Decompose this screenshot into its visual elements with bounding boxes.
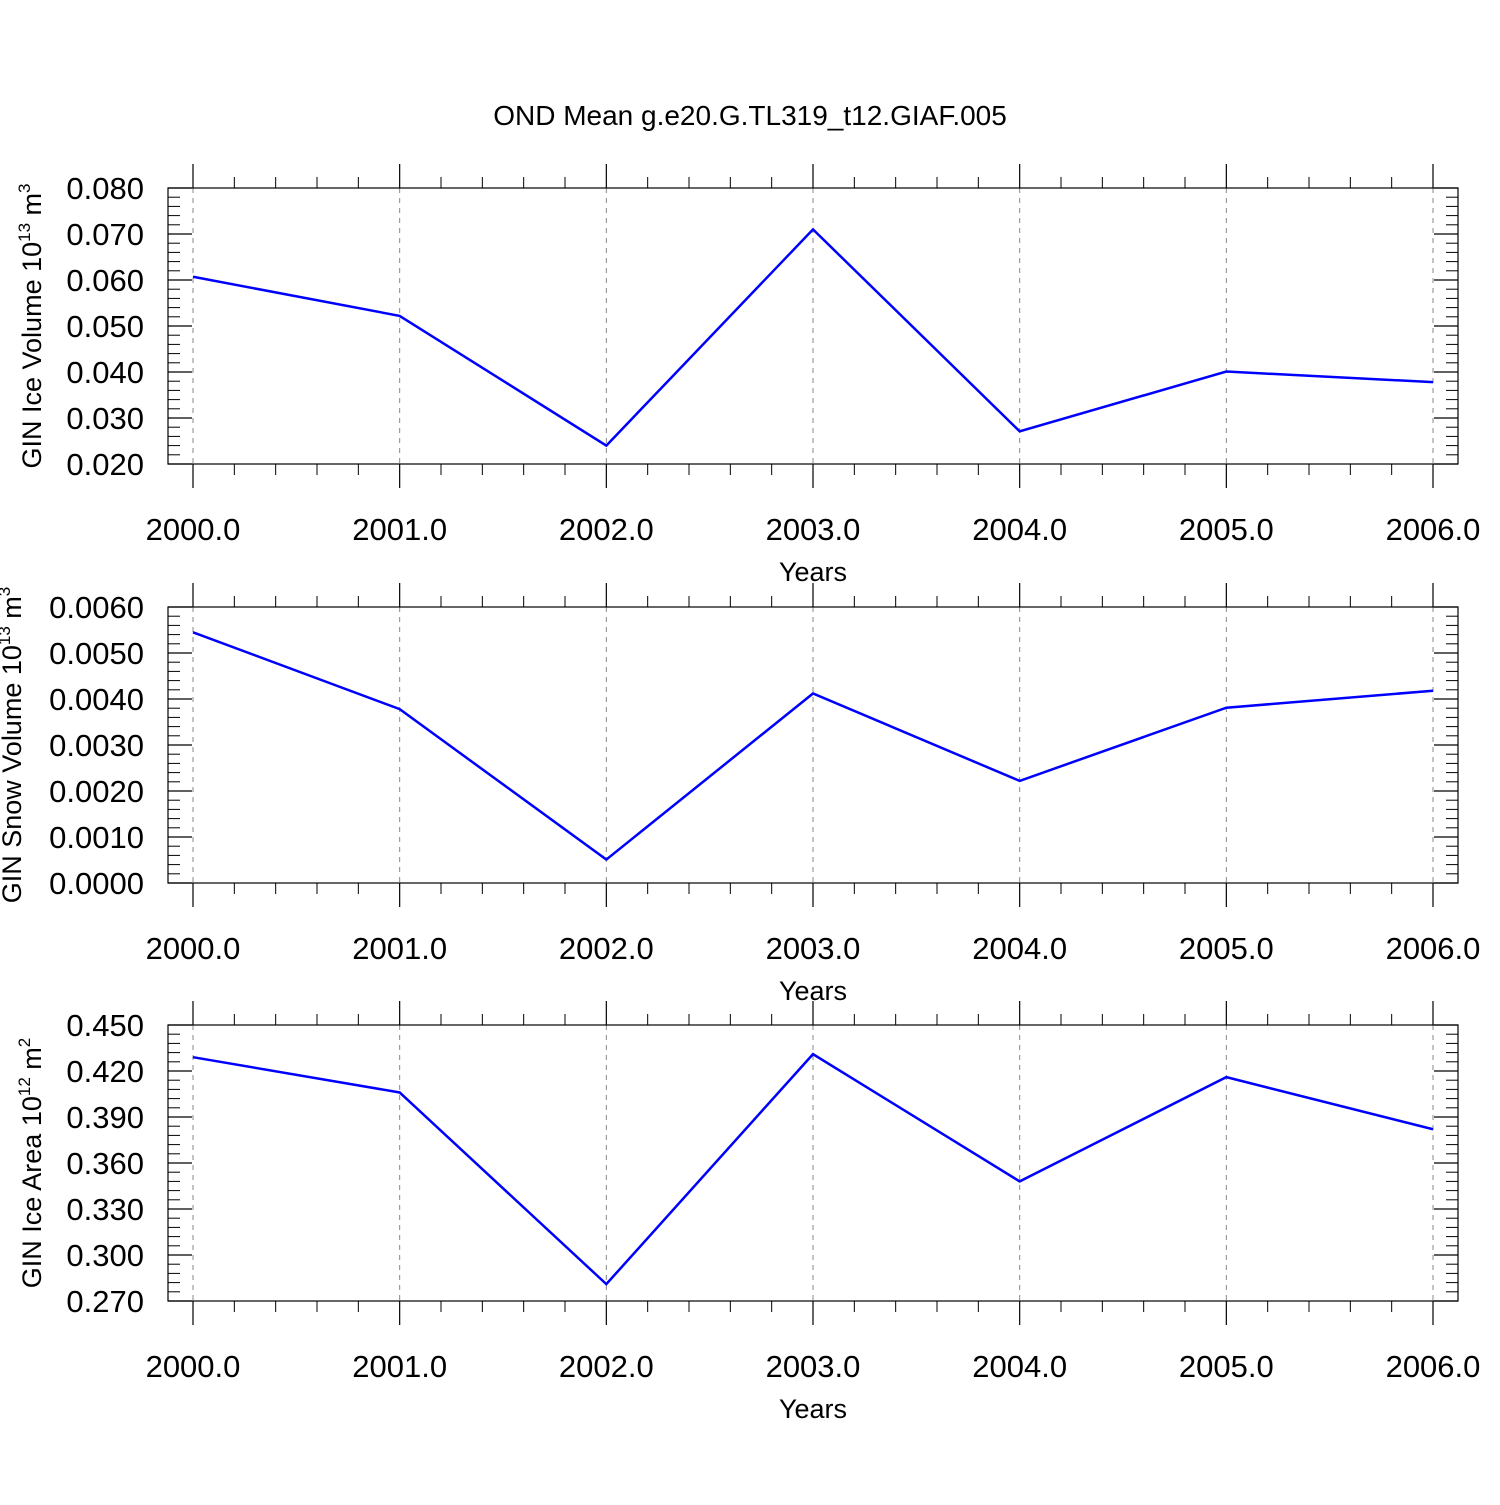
- x-tick-label: 2004.0: [972, 931, 1067, 966]
- y-tick-label: 0.0000: [49, 866, 144, 901]
- y-tick-label: 0.0040: [49, 682, 144, 717]
- y-tick-label: 0.0020: [49, 774, 144, 809]
- y-tick-label: 0.070: [66, 217, 144, 252]
- y-axis-label: GIN Snow Volume 1013 m3: [0, 587, 27, 904]
- y-tick-label: 0.360: [66, 1146, 144, 1181]
- x-tick-label: 2003.0: [766, 512, 861, 547]
- x-axis-label: Years: [779, 557, 847, 587]
- x-tick-label: 2004.0: [972, 1349, 1067, 1384]
- panel-2: 0.0000 0.0010 0.0020 0.0030 0.0040 0.0050 0.00…: [0, 583, 1480, 1006]
- y-tick-label: 0.020: [66, 447, 144, 482]
- y-tick-label: 0.390: [66, 1100, 144, 1135]
- x-tick-label: 2000.0: [146, 512, 241, 547]
- y-tick-label: 0.040: [66, 355, 144, 390]
- x-tick-label: 2001.0: [352, 1349, 447, 1384]
- y-tick-label: 0.300: [66, 1238, 144, 1273]
- x-tick-label: 2003.0: [766, 1349, 861, 1384]
- x-tick-label: 2002.0: [559, 512, 654, 547]
- y-tick-label: 0.0030: [49, 728, 144, 763]
- series-line: [193, 632, 1433, 859]
- x-tick-label: 2006.0: [1386, 512, 1481, 547]
- y-tick-label: 0.0050: [49, 636, 144, 671]
- y-tick-label: 0.060: [66, 263, 144, 298]
- x-tick-label: 2002.0: [559, 1349, 654, 1384]
- y-tick-label: 0.0010: [49, 820, 144, 855]
- y-tick-label: 0.050: [66, 309, 144, 344]
- x-axis-label: Years: [779, 1394, 847, 1424]
- y-tick-label: 0.330: [66, 1192, 144, 1227]
- x-tick-label: 2000.0: [146, 931, 241, 966]
- panel-3: 0.270 0.300 0.330 0.360 0.390 0.420 0.450 2000.…: [15, 1001, 1480, 1424]
- x-tick-label: 2005.0: [1179, 512, 1274, 547]
- y-tick-label: 0.030: [66, 401, 144, 436]
- x-tick-label: 2005.0: [1179, 931, 1274, 966]
- y-tick-label: 0.0060: [49, 590, 144, 625]
- x-tick-label: 2000.0: [146, 1349, 241, 1384]
- x-tick-label: 2005.0: [1179, 1349, 1274, 1384]
- x-tick-label: 2006.0: [1386, 931, 1481, 966]
- x-tick-label: 2003.0: [766, 931, 861, 966]
- x-tick-label: 2004.0: [972, 512, 1067, 547]
- y-axis-label: GIN Ice Area 1012 m2: [15, 1038, 47, 1289]
- y-tick-label: 0.270: [66, 1284, 144, 1319]
- y-tick-label: 0.080: [66, 171, 144, 206]
- x-tick-label: 2006.0: [1386, 1349, 1481, 1384]
- x-tick-label: 2001.0: [352, 512, 447, 547]
- x-tick-label: 2002.0: [559, 931, 654, 966]
- y-tick-label: 0.420: [66, 1054, 144, 1089]
- y-tick-label: 0.450: [66, 1008, 144, 1043]
- chart-title: OND Mean g.e20.G.TL319_t12.GIAF.005: [0, 100, 1500, 132]
- panel-1: 0.020 0.030 0.040 0.050 0.060 0.070 0.080 2000.…: [15, 164, 1480, 587]
- x-tick-label: 2001.0: [352, 931, 447, 966]
- y-axis-label: GIN Ice Volume 1013 m3: [15, 183, 47, 468]
